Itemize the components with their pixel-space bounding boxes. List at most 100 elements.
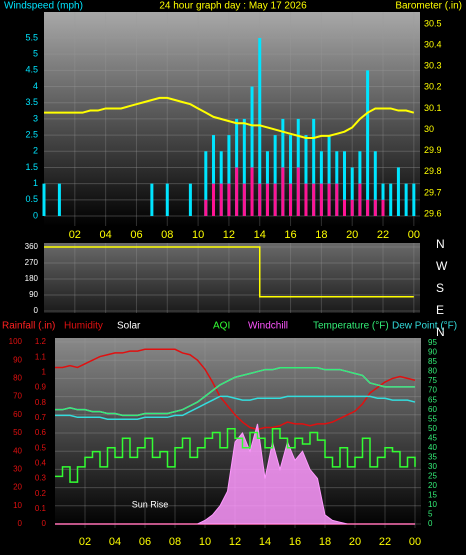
wind-bar xyxy=(304,183,308,216)
y-tick-label: N xyxy=(436,325,445,339)
barometer-line xyxy=(44,96,415,139)
wind-bar xyxy=(327,183,331,216)
x-tick-label: 10 xyxy=(199,536,211,548)
wind-bar xyxy=(319,183,323,216)
x-tick-label: 14 xyxy=(259,536,271,548)
wind-bar xyxy=(412,183,416,216)
y-tick-label: 30.2 xyxy=(424,82,442,92)
wind-bar xyxy=(219,151,223,216)
y-tick-label: 180 xyxy=(25,274,39,283)
y-tick-label: 0.5 xyxy=(35,443,47,452)
wind-bar xyxy=(319,151,323,216)
wind-bar xyxy=(289,183,293,216)
y-tick-label: 3 xyxy=(33,113,38,123)
y-tick-label: 0.7 xyxy=(35,413,47,422)
y-tick-label: 5 xyxy=(33,49,38,59)
plot-area xyxy=(44,12,420,226)
y-tick-label: 40 xyxy=(428,443,437,452)
y-tick-label: 30 xyxy=(424,124,434,134)
wind-bar xyxy=(327,135,331,216)
wind-bar xyxy=(204,199,208,216)
wind-bar xyxy=(312,118,316,216)
y-tick-label: 1.5 xyxy=(25,162,38,172)
y-tick-label: 80 xyxy=(13,374,22,383)
wind-bar xyxy=(381,199,385,216)
annotation: Sun Rise xyxy=(132,499,169,509)
y-tick-label: 29.9 xyxy=(424,145,442,155)
y-tick-label: S xyxy=(436,281,444,295)
axis-title: Windspeed (mph) xyxy=(4,1,83,12)
y-tick-label: 25 xyxy=(428,471,437,480)
y-tick-label: 0.9 xyxy=(35,383,47,392)
y-tick-label: 0.8 xyxy=(35,398,47,407)
wind-bar xyxy=(273,135,277,216)
chart-title: 24 hour graph day : May 17 2026 xyxy=(159,1,307,12)
y-tick-label: 0 xyxy=(33,210,38,220)
wind-bar xyxy=(358,183,362,216)
y-tick-label: 1 xyxy=(33,178,38,188)
wind-bar xyxy=(188,183,192,216)
y-tick-label: 1.2 xyxy=(35,337,47,346)
y-tick-label: 0.4 xyxy=(35,458,47,467)
wind-bar xyxy=(366,70,370,216)
y-tick-label: 50 xyxy=(428,424,437,433)
wind-bar xyxy=(212,135,216,216)
wind-bar xyxy=(265,183,269,216)
x-tick-label: 18 xyxy=(315,229,327,241)
wind-bar xyxy=(204,151,208,216)
y-tick-label: W xyxy=(436,259,448,273)
y-tick-label: 1 xyxy=(42,367,47,376)
wind-bar xyxy=(335,151,339,216)
y-tick-label: 0 xyxy=(428,519,433,528)
y-tick-label: 3.5 xyxy=(25,97,38,107)
x-tick-label: 22 xyxy=(377,229,389,241)
legend-label: Temperature (°F) xyxy=(313,321,389,332)
x-tick-label: 16 xyxy=(284,229,296,241)
y-tick-label: 29.7 xyxy=(424,187,442,197)
x-tick-label: 16 xyxy=(289,536,301,548)
x-tick-label: 14 xyxy=(254,229,266,241)
y-tick-label: 70 xyxy=(428,386,437,395)
y-tick-label: 100 xyxy=(9,337,23,346)
y-tick-label: 15 xyxy=(428,491,437,500)
x-tick-label: 04 xyxy=(100,229,112,241)
wind-bar xyxy=(389,183,393,216)
y-tick-label: 45 xyxy=(428,433,437,442)
y-tick-label: 90 xyxy=(29,290,38,299)
wind-bar xyxy=(350,199,354,216)
y-tick-label: 95 xyxy=(428,338,437,347)
y-tick-label: 1.1 xyxy=(35,352,47,361)
y-tick-label: 70 xyxy=(13,392,22,401)
y-tick-label: 50 xyxy=(13,428,22,437)
legend-label: Dew Point (°F) xyxy=(392,321,457,332)
wind-bar xyxy=(165,183,169,216)
y-tick-label: 0.6 xyxy=(35,428,47,437)
y-tick-label: 360 xyxy=(25,242,39,251)
y-tick-label: 5.5 xyxy=(25,32,38,42)
y-tick-label: 30 xyxy=(13,465,22,474)
y-tick-label: 80 xyxy=(428,367,437,376)
y-tick-label: 10 xyxy=(13,501,22,510)
x-tick-label: 12 xyxy=(223,229,235,241)
y-tick-label: 40 xyxy=(13,446,22,455)
wind-bar xyxy=(258,38,262,216)
wind-bar xyxy=(373,151,377,216)
legend-label: AQI xyxy=(213,321,230,332)
x-tick-label: 08 xyxy=(161,229,173,241)
wind-bar xyxy=(304,135,308,216)
wind-bar xyxy=(358,151,362,216)
y-tick-label: 29.6 xyxy=(424,208,442,218)
y-tick-label: N xyxy=(436,237,445,251)
y-tick-label: 30.3 xyxy=(424,61,442,71)
wind-bar xyxy=(258,183,262,216)
x-tick-label: 00 xyxy=(408,229,420,241)
x-tick-label: 12 xyxy=(229,536,241,548)
series-line xyxy=(55,348,416,431)
y-tick-label: 20 xyxy=(13,483,22,492)
wind-bar xyxy=(373,199,377,216)
y-tick-label: 60 xyxy=(13,410,22,419)
wind-bar xyxy=(242,183,246,216)
y-tick-label: 0 xyxy=(18,519,23,528)
y-tick-label: 4 xyxy=(33,81,38,91)
